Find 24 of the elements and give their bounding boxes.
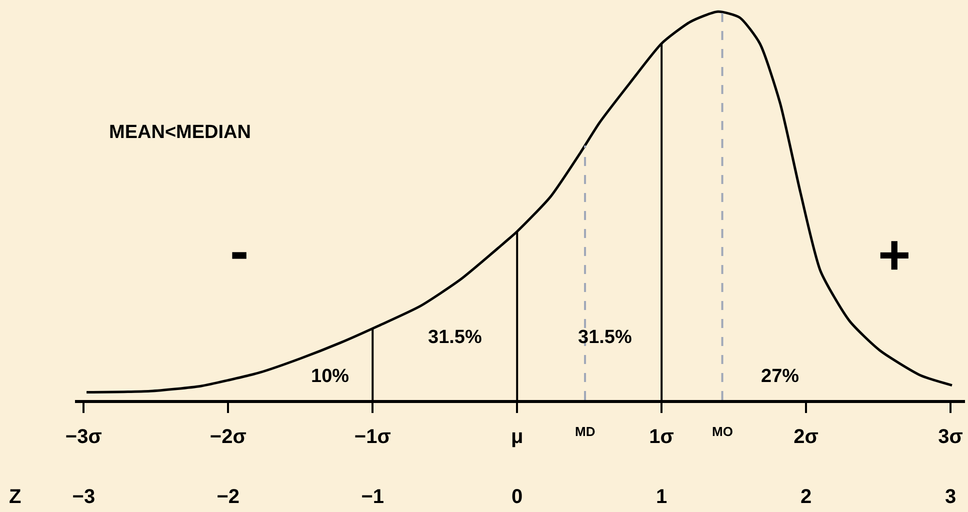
x-tick-label: −2σ bbox=[210, 426, 247, 448]
annotation: + bbox=[878, 223, 911, 286]
x-tick-label: −1σ bbox=[354, 426, 392, 448]
x2-tick-label: −1 bbox=[361, 486, 384, 508]
annotation: 31.5% bbox=[428, 327, 482, 348]
x2-tick-label: 3 bbox=[944, 486, 956, 508]
x-tick-label: μ bbox=[510, 426, 524, 448]
x-tick-label: −3σ bbox=[65, 426, 102, 448]
annotation: - bbox=[230, 219, 249, 282]
annotation: 31.5% bbox=[578, 327, 632, 348]
x-tick-label: 3σ bbox=[938, 426, 964, 448]
ref-line-label: MD bbox=[575, 424, 596, 439]
ref-line-label: MO bbox=[712, 424, 733, 439]
x2-tick-label: −2 bbox=[216, 486, 240, 508]
x-tick-label: 1σ bbox=[649, 426, 674, 448]
x2-tick-label: −3 bbox=[72, 486, 96, 508]
annotation: 10% bbox=[311, 366, 350, 387]
x2-tick-label: 1 bbox=[656, 486, 668, 508]
annotation: MEAN<MEDIAN bbox=[109, 122, 251, 143]
x2-tick-label: 0 bbox=[512, 486, 523, 508]
x2-tick-label: 2 bbox=[800, 486, 812, 508]
x2-axis-title: Z bbox=[9, 486, 22, 508]
annotation: 27% bbox=[761, 366, 800, 387]
x-tick-label: 2σ bbox=[794, 426, 819, 448]
